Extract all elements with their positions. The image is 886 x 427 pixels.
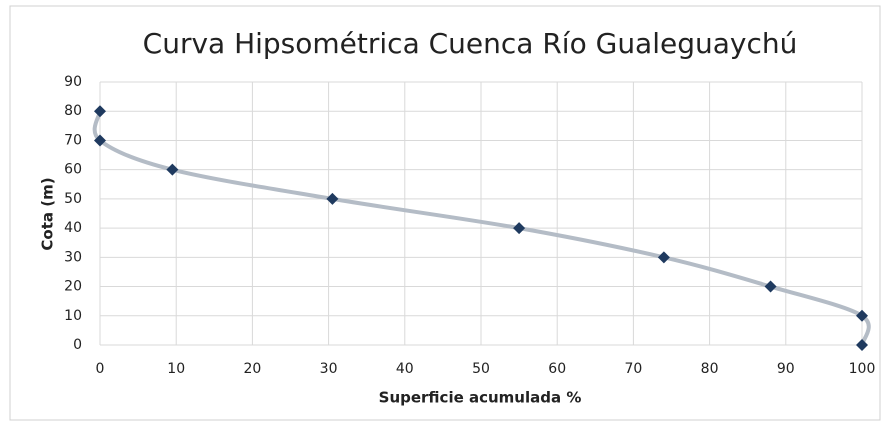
y-tick-label: 50	[64, 191, 82, 207]
y-tick-label: 30	[64, 249, 82, 265]
x-tick-label: 50	[472, 361, 490, 377]
marker	[513, 222, 526, 235]
x-tick-label: 60	[548, 361, 566, 377]
x-tick-label: 20	[243, 361, 261, 377]
x-tick-label: 30	[320, 361, 338, 377]
marker	[856, 309, 868, 322]
y-tick-label: 90	[64, 74, 82, 90]
x-tick-label: 0	[96, 361, 105, 377]
x-tick-label: 40	[396, 361, 414, 377]
marker	[326, 192, 339, 205]
marker	[166, 163, 179, 176]
y-tick-label: 40	[64, 220, 82, 236]
x-tick-label: 70	[624, 361, 642, 377]
y-tick-label: 10	[64, 308, 82, 324]
x-axis-label: Superficie acumulada %	[379, 389, 582, 407]
marker	[856, 339, 868, 351]
x-tick-label: 80	[701, 361, 719, 377]
x-tick-label: 100	[849, 361, 876, 377]
x-tick-label: 10	[167, 361, 185, 377]
y-axis-label: Cota (m)	[39, 177, 57, 250]
y-tick-label: 70	[64, 132, 82, 148]
y-tick-label: 60	[64, 162, 82, 178]
chart-frame	[9, 5, 881, 421]
marker	[94, 105, 106, 118]
marker	[657, 251, 670, 264]
y-tick-label: 0	[73, 337, 82, 353]
x-tick-label: 90	[777, 361, 795, 377]
chart-title: Curva Hipsométrica Cuenca Río Gualeguayc…	[143, 27, 798, 60]
marker	[94, 134, 106, 147]
y-tick-label: 20	[64, 279, 82, 295]
marker	[764, 280, 777, 293]
y-tick-label: 80	[64, 103, 82, 119]
